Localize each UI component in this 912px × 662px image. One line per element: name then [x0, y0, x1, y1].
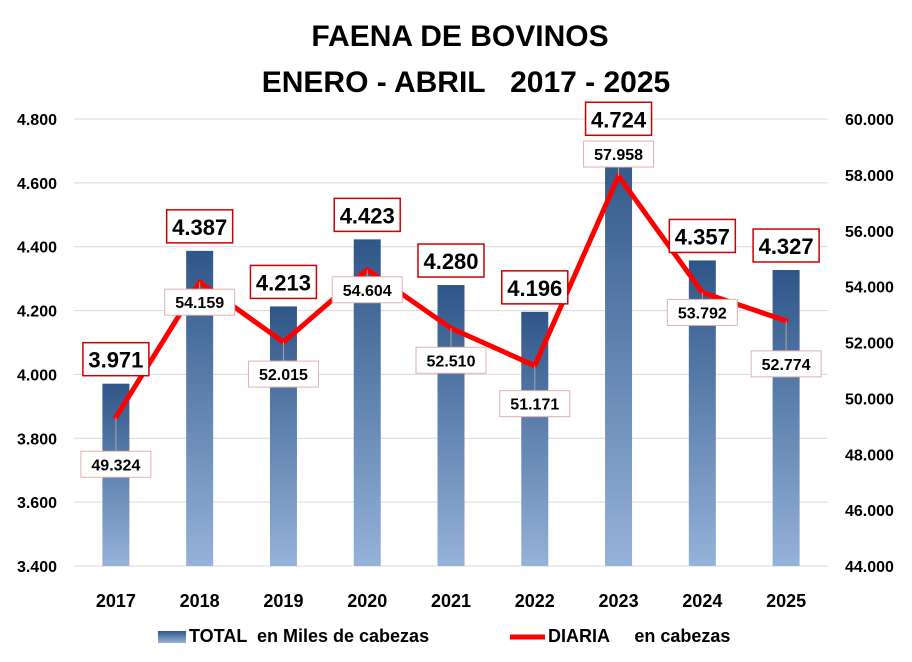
total-data-label: 4.387	[172, 215, 227, 240]
daily-data-label: 53.792	[678, 305, 727, 322]
daily-data-label: 54.159	[175, 295, 224, 312]
daily-labels: 49.324 54.159 52.015 54.604 52.510 51.171 57.9…	[80, 140, 822, 478]
daily-data-label: 51.171	[510, 397, 559, 414]
total-label-box	[249, 264, 318, 300]
bar	[521, 311, 549, 566]
total-label-box	[668, 218, 737, 254]
daily-label-box	[80, 450, 152, 478]
left-tick-label: 3.800	[17, 431, 57, 448]
right-tick-label: 50.000	[845, 391, 894, 408]
left-tick-label: 4.600	[17, 176, 57, 193]
right-tick-label: 58.000	[845, 168, 894, 185]
left-tick-label: 4.000	[17, 367, 57, 384]
x-axis: 2017 2018 2019 2020 2021 2022 2023 2024 2025	[96, 591, 806, 611]
category-label: 2023	[599, 591, 639, 611]
right-axis: 44.000 46.000 48.000 50.000 52.000 54.000 56.0…	[845, 112, 894, 576]
total-label-box	[584, 101, 653, 137]
chart-subtitle: ENERO - ABRIL 2017 - 2025	[262, 66, 671, 99]
category-label: 2022	[515, 591, 555, 611]
total-data-label: 4.213	[256, 270, 311, 295]
category-label: 2020	[347, 591, 387, 611]
total-data-label: 4.280	[423, 249, 478, 274]
legend-line-label: DIARIA en cabezas	[548, 626, 730, 646]
total-data-label: 3.971	[88, 348, 143, 373]
chart-title: FAENA DE BOVINOS	[311, 20, 608, 53]
daily-label-box	[164, 288, 236, 316]
left-axis: 3.400 3.600 3.800 4.000 4.200 4.400 4.600 4.800	[17, 112, 57, 576]
daily-label-box	[750, 350, 822, 378]
right-tick-label: 44.000	[845, 559, 894, 576]
left-tick-label: 3.600	[17, 495, 57, 512]
left-tick-label: 4.400	[17, 240, 57, 257]
total-label-box	[752, 228, 820, 263]
left-tick-label: 3.400	[17, 559, 57, 576]
legend: TOTAL en Miles de cabezas DIARIA en cabe…	[158, 626, 730, 646]
daily-data-label: 54.604	[343, 283, 392, 300]
daily-label-box	[499, 390, 571, 418]
total-data-label: 4.196	[507, 276, 562, 301]
total-label-box	[417, 243, 485, 278]
daily-data-label: 52.015	[259, 367, 308, 384]
bar	[772, 270, 800, 566]
right-tick-label: 54.000	[845, 280, 894, 297]
left-tick-label: 4.800	[17, 112, 57, 129]
legend-bar-label: TOTAL en Miles de cabezas	[189, 626, 429, 646]
category-label: 2017	[96, 591, 136, 611]
total-labels: 3.971 4.387 4.213 4.423 4.280 4.196 4.724 4.357…	[82, 101, 820, 377]
right-tick-label: 46.000	[845, 503, 894, 520]
left-tick-label: 4.200	[17, 304, 57, 321]
daily-data-label: 57.958	[594, 147, 643, 164]
right-tick-label: 48.000	[845, 447, 894, 464]
total-data-label: 4.724	[591, 107, 647, 132]
total-label-box	[82, 341, 150, 377]
total-label-box	[165, 209, 234, 244]
daily-data-label: 49.324	[91, 457, 140, 474]
category-label: 2018	[180, 591, 220, 611]
category-label: 2024	[682, 591, 722, 611]
total-label-box	[333, 197, 401, 233]
right-tick-label: 60.000	[845, 112, 894, 129]
daily-label-box	[247, 360, 319, 388]
total-data-label: 4.357	[675, 224, 730, 249]
bar	[605, 143, 633, 566]
legend-bar-swatch	[158, 631, 186, 643]
daily-label-box	[331, 276, 403, 304]
daily-data-label: 52.774	[762, 357, 811, 374]
category-label: 2021	[431, 591, 471, 611]
total-label-box	[501, 270, 569, 305]
daily-label-box	[415, 346, 487, 374]
right-tick-label: 56.000	[845, 224, 894, 241]
daily-label-box	[666, 298, 738, 326]
daily-data-label: 52.510	[427, 353, 476, 370]
total-data-label: 4.423	[340, 203, 395, 228]
daily-label-box	[583, 140, 655, 168]
category-label: 2019	[263, 591, 303, 611]
category-label: 2025	[766, 591, 806, 611]
total-data-label: 4.327	[759, 234, 814, 259]
right-tick-label: 52.000	[845, 336, 894, 353]
